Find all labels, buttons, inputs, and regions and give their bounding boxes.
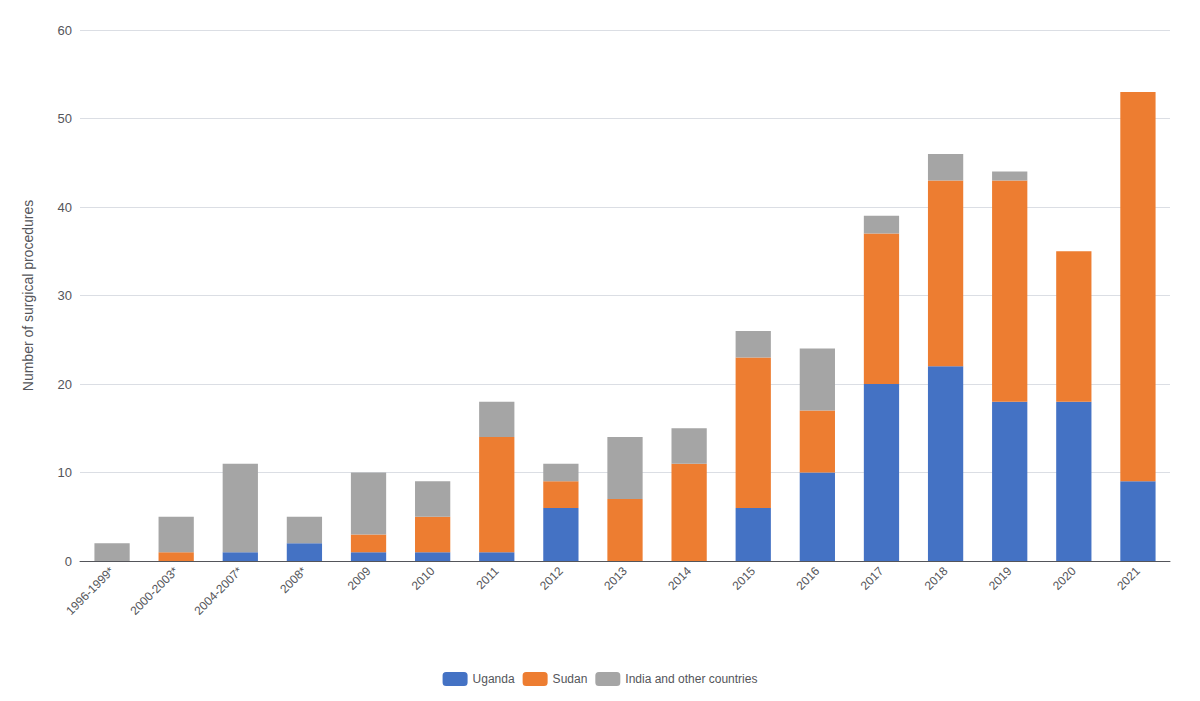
svg-text:2014: 2014 <box>665 564 694 593</box>
svg-text:60: 60 <box>58 23 72 38</box>
svg-text:2019: 2019 <box>986 564 1015 593</box>
svg-text:2016: 2016 <box>794 564 823 593</box>
svg-text:2017: 2017 <box>858 564 887 593</box>
svg-text:Sudan: Sudan <box>553 672 588 686</box>
svg-text:2008*: 2008* <box>277 564 309 596</box>
svg-text:Number of surgical procedures: Number of surgical procedures <box>20 200 36 391</box>
svg-text:30: 30 <box>58 288 72 303</box>
svg-text:2018: 2018 <box>922 564 951 593</box>
svg-text:India and other countries: India and other countries <box>625 672 757 686</box>
svg-text:Uganda: Uganda <box>473 672 515 686</box>
svg-text:0: 0 <box>65 554 72 569</box>
svg-text:40: 40 <box>58 200 72 215</box>
svg-text:2020: 2020 <box>1050 564 1079 593</box>
svg-text:2004-2007*: 2004-2007* <box>192 564 246 618</box>
svg-text:2000-2003*: 2000-2003* <box>127 564 181 618</box>
svg-text:2015: 2015 <box>729 564 758 593</box>
svg-text:2012: 2012 <box>537 564 566 593</box>
svg-text:50: 50 <box>58 111 72 126</box>
svg-text:2013: 2013 <box>601 564 630 593</box>
svg-text:1996-1999*: 1996-1999* <box>63 564 117 618</box>
svg-text:2009: 2009 <box>345 564 374 593</box>
svg-text:10: 10 <box>58 465 72 480</box>
svg-text:2010: 2010 <box>409 564 438 593</box>
svg-text:2011: 2011 <box>474 564 502 592</box>
svg-text:20: 20 <box>58 377 72 392</box>
svg-text:2021: 2021 <box>1114 564 1143 593</box>
